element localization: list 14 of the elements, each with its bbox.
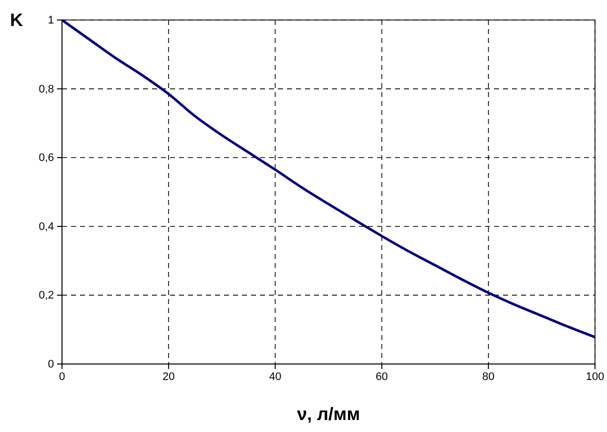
x-tick-label: 100 (586, 370, 604, 383)
y-tick-label: 1 (48, 14, 54, 27)
x-axis-title: ν, л/мм (296, 404, 360, 424)
y-tick-label: 0,2 (38, 290, 54, 302)
y-tick-label: 0,8 (38, 83, 54, 96)
x-tick-label: 60 (376, 370, 388, 383)
y-axis-title: K (10, 10, 23, 30)
y-tick-label: 0 (48, 358, 54, 371)
x-tick-label: 80 (482, 370, 495, 383)
x-tick-label: 40 (269, 370, 282, 383)
y-tick-label: 0,4 (38, 220, 54, 233)
x-tick-label: 20 (162, 370, 175, 383)
y-tick-label: 0,6 (38, 152, 54, 164)
x-tick-label: 0 (58, 370, 66, 383)
